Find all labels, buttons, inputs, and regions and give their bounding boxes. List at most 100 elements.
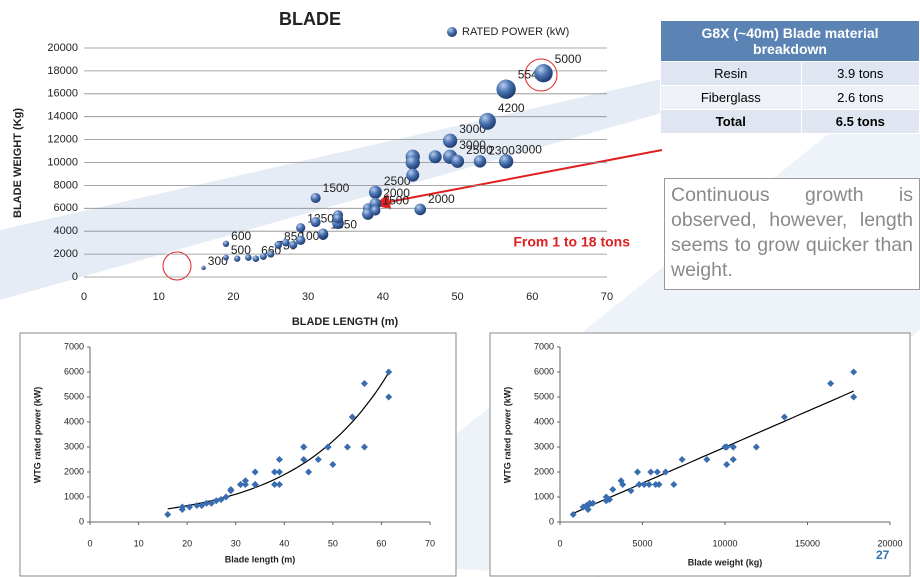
- point: [627, 487, 635, 495]
- bubble: [259, 252, 267, 260]
- point: [343, 443, 351, 451]
- bubble-label: 500: [231, 243, 251, 257]
- bubble-label: 2500: [384, 174, 411, 188]
- bubble: [405, 155, 420, 170]
- bubble: [201, 265, 206, 271]
- x-tick-label: 5000: [632, 538, 652, 548]
- x-tick-label: 60: [376, 538, 386, 548]
- y-axis-label: WTG rated power (kW): [502, 387, 512, 484]
- point: [198, 502, 206, 509]
- point: [300, 443, 308, 451]
- bubble-label: 4200: [498, 101, 525, 115]
- y-tick-label: 20000: [47, 42, 78, 54]
- bubble: [332, 213, 344, 224]
- point: [723, 461, 731, 468]
- x-tick-label: 0: [81, 291, 87, 303]
- point: [827, 380, 835, 387]
- point: [178, 503, 186, 511]
- point: [634, 468, 642, 476]
- bubble-label: 3000: [515, 142, 542, 156]
- x-tick-label: 20: [227, 291, 239, 303]
- point: [670, 481, 678, 488]
- point: [164, 511, 172, 518]
- point: [647, 468, 655, 476]
- bubble: [368, 185, 382, 199]
- y-tick-label: 5000: [534, 391, 554, 401]
- point: [275, 481, 283, 488]
- point: [271, 468, 279, 476]
- point: [729, 456, 737, 463]
- bubble: [442, 133, 458, 148]
- bubble-label: 3000: [459, 122, 486, 136]
- point: [348, 413, 356, 421]
- point: [850, 393, 858, 401]
- bubble: [473, 155, 487, 168]
- bubble: [499, 154, 514, 169]
- bubble: [296, 223, 306, 233]
- y-tick-label: 7000: [534, 341, 554, 351]
- y-tick-label: 4000: [54, 225, 78, 237]
- x-axis-label: BLADE LENGTH (m): [292, 316, 399, 328]
- bubble-label: 1500: [323, 181, 350, 195]
- chart-title: BLADE: [279, 9, 341, 29]
- point: [241, 477, 249, 485]
- bubble-label: 2000: [383, 186, 410, 200]
- point: [186, 503, 194, 511]
- highlight-circle: [524, 58, 558, 92]
- point: [324, 443, 332, 451]
- point: [207, 499, 215, 507]
- bubble: [406, 168, 420, 182]
- bubble-label: 1500: [382, 194, 409, 208]
- point: [652, 481, 660, 488]
- point: [662, 468, 670, 476]
- arrow: [374, 149, 663, 210]
- x-tick-label: 0: [87, 538, 92, 548]
- bubble: [479, 112, 496, 130]
- bubble: [222, 240, 230, 247]
- bubble: [274, 241, 283, 249]
- point: [360, 380, 368, 387]
- bubble-label: 2500: [466, 143, 493, 157]
- point: [222, 493, 230, 501]
- point: [703, 456, 711, 463]
- y-tick-label: 2000: [64, 466, 84, 476]
- point: [752, 443, 760, 451]
- point: [360, 443, 368, 451]
- point: [653, 468, 661, 476]
- legend-label: RATED POWER (kW): [462, 26, 569, 38]
- bubble: [496, 79, 516, 99]
- cell: 3.9 tons: [800, 61, 920, 86]
- x-tick-label: 20: [182, 538, 192, 548]
- bubble-label: 3000: [459, 138, 486, 152]
- point: [609, 486, 617, 493]
- x-tick-label: 30: [302, 291, 314, 303]
- point: [237, 481, 245, 488]
- cell: 6.5 tons: [800, 109, 920, 134]
- cell: Fiberglass: [660, 85, 802, 110]
- bubble-label: 300: [208, 254, 228, 268]
- y-tick-label: 6000: [534, 366, 554, 376]
- x-tick-label: 10000: [712, 538, 737, 548]
- point: [645, 481, 653, 488]
- y-tick-label: 0: [72, 271, 78, 283]
- y-tick-label: 3000: [534, 441, 554, 451]
- bubble: [267, 250, 275, 258]
- y-tick-label: 0: [79, 516, 84, 526]
- bubble: [233, 255, 241, 262]
- x-tick-label: 0: [557, 538, 562, 548]
- x-tick-label: 30: [231, 538, 241, 548]
- point: [635, 481, 643, 488]
- bubble: [318, 228, 329, 239]
- point: [569, 511, 577, 518]
- point: [275, 456, 283, 463]
- point: [640, 481, 648, 488]
- point: [251, 468, 259, 476]
- y-axis-label: WTG rated power (kW): [32, 387, 42, 484]
- point: [729, 443, 737, 451]
- x-tick-label: 50: [451, 291, 463, 303]
- y-tick-label: 0: [549, 516, 554, 526]
- bubble: [310, 192, 321, 204]
- bubble: [428, 150, 442, 164]
- bubble-label: 2300: [488, 143, 515, 157]
- x-tick-label: 10: [153, 291, 165, 303]
